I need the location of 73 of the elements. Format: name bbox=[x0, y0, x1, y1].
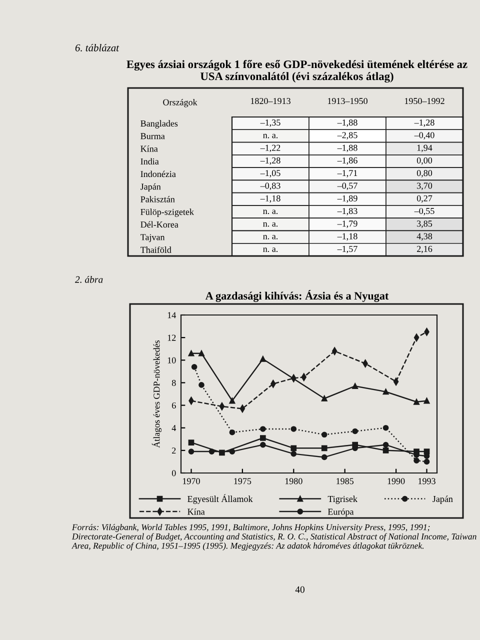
data-label: –1,35 bbox=[260, 120, 280, 127]
data-label: –0,83 bbox=[260, 182, 280, 190]
data-label: –0,40 bbox=[414, 132, 434, 140]
legend-label: Tigrisek bbox=[328, 496, 358, 504]
y-tick-label: Japán bbox=[140, 183, 161, 192]
data-label: 0,00 bbox=[416, 157, 432, 165]
legend-label: Kína bbox=[188, 508, 205, 515]
data-label: –1,05 bbox=[260, 170, 280, 178]
y-tick-label: Kína bbox=[140, 145, 158, 152]
y-tick-label: Dél-Korea bbox=[140, 221, 178, 228]
data-label: 3,70 bbox=[417, 182, 432, 190]
text: 40 bbox=[295, 586, 304, 593]
y-tick-label: 10 bbox=[168, 357, 176, 364]
data-label: –0,55 bbox=[414, 208, 434, 216]
data-label: –1,18 bbox=[337, 233, 358, 241]
data-label: –0,57 bbox=[337, 182, 358, 190]
data-label: –1,89 bbox=[337, 195, 358, 203]
data-label: –1,79 bbox=[337, 220, 358, 228]
text: 2. ábra bbox=[75, 276, 103, 283]
data-label: –1,86 bbox=[337, 157, 358, 165]
y-tick-label: Banglades bbox=[140, 120, 178, 128]
x-tick-label: 1975 bbox=[234, 478, 252, 484]
data-label: –1,88 bbox=[337, 119, 358, 127]
data-label: –1,88 bbox=[337, 144, 358, 152]
data-label: 0,80 bbox=[416, 170, 432, 178]
legend-label: Európa bbox=[328, 508, 354, 517]
x-tick-label: 1993 bbox=[418, 478, 436, 484]
y-tick-label: Fülöp-szigetek bbox=[140, 208, 194, 217]
data-label: –1,57 bbox=[337, 246, 358, 254]
y-tick-label: 14 bbox=[168, 312, 176, 318]
y-tick-label: Pakisztán bbox=[140, 196, 175, 202]
data-label: 2,16 bbox=[416, 246, 432, 254]
y-tick-label: 0 bbox=[172, 470, 176, 476]
data-label: 3,85 bbox=[417, 220, 432, 228]
text: n. a. bbox=[263, 134, 278, 138]
y-tick-label: Tajvan bbox=[140, 234, 165, 242]
text: Forrás: Világbank, World Tables 1995, 1991, Baltimore, Johns Hopkins University Press, 1995, 1991; Directorate-General of Budget, Accounting and Statistics, R. O. C., Statistical Abstract of National Income, Taiwan Area, Republic of China, 1951–1995 (1995). Megjegyzés: Az adatok hároméves átlagokat tükröznek. bbox=[72, 524, 476, 551]
y-tick-label: Thaiföld bbox=[140, 246, 172, 253]
y-tick-label: 12 bbox=[168, 334, 176, 341]
y-tick-label: India bbox=[140, 158, 159, 164]
data-label: 4,38 bbox=[416, 233, 432, 241]
x-tick-label: 1990 bbox=[388, 478, 405, 484]
legend-label: Japán bbox=[432, 496, 453, 504]
text: n. a. bbox=[263, 222, 278, 227]
x-tick-label: 1985 bbox=[336, 478, 354, 484]
text: n. a. bbox=[263, 234, 278, 240]
x-tick-label: 1980 bbox=[285, 478, 302, 484]
chart-title: Egyes ázsiai országok 1 főre eső GDP-növekedési ütemének eltérése az USA színvonalától (évi százalékos átlag) bbox=[126, 60, 468, 83]
data-label: 1,94 bbox=[417, 144, 432, 152]
y-tick-label: Burma bbox=[140, 133, 165, 140]
y-tick-label: 2 bbox=[172, 448, 176, 454]
data-label: –1,28 bbox=[414, 119, 434, 127]
y-tick-label: 6 bbox=[172, 402, 176, 409]
data-label: –1,83 bbox=[337, 208, 358, 216]
data-label: –2,85 bbox=[337, 132, 358, 140]
data-label: –1,71 bbox=[337, 170, 358, 178]
text: 6. táblázat bbox=[75, 44, 120, 52]
text: n. a. bbox=[263, 210, 278, 214]
legend-label: Egyesült Államok bbox=[188, 494, 253, 504]
data-label: 0,27 bbox=[416, 195, 432, 203]
y-tick-label: 8 bbox=[172, 380, 176, 386]
x-tick-label: 1950–1992 bbox=[404, 98, 444, 104]
chart-title: A gazdasági kihívás: Ázsia és a Nyugat bbox=[205, 290, 389, 302]
data-label: –1,28 bbox=[260, 157, 280, 165]
data-label: –1,18 bbox=[260, 195, 280, 203]
x-tick-label: 1970 bbox=[183, 478, 200, 484]
x-tick-label: 1913–1950 bbox=[328, 98, 368, 104]
y-axis-title: Országok bbox=[163, 98, 198, 108]
y-axis-title: Átlagos éves GDP-növekedés bbox=[152, 340, 162, 448]
x-tick-label: 1820–1913 bbox=[250, 98, 290, 104]
data-label: –1,22 bbox=[260, 144, 280, 152]
y-tick-label: Indonézia bbox=[140, 170, 176, 178]
y-tick-label: 4 bbox=[172, 425, 176, 431]
